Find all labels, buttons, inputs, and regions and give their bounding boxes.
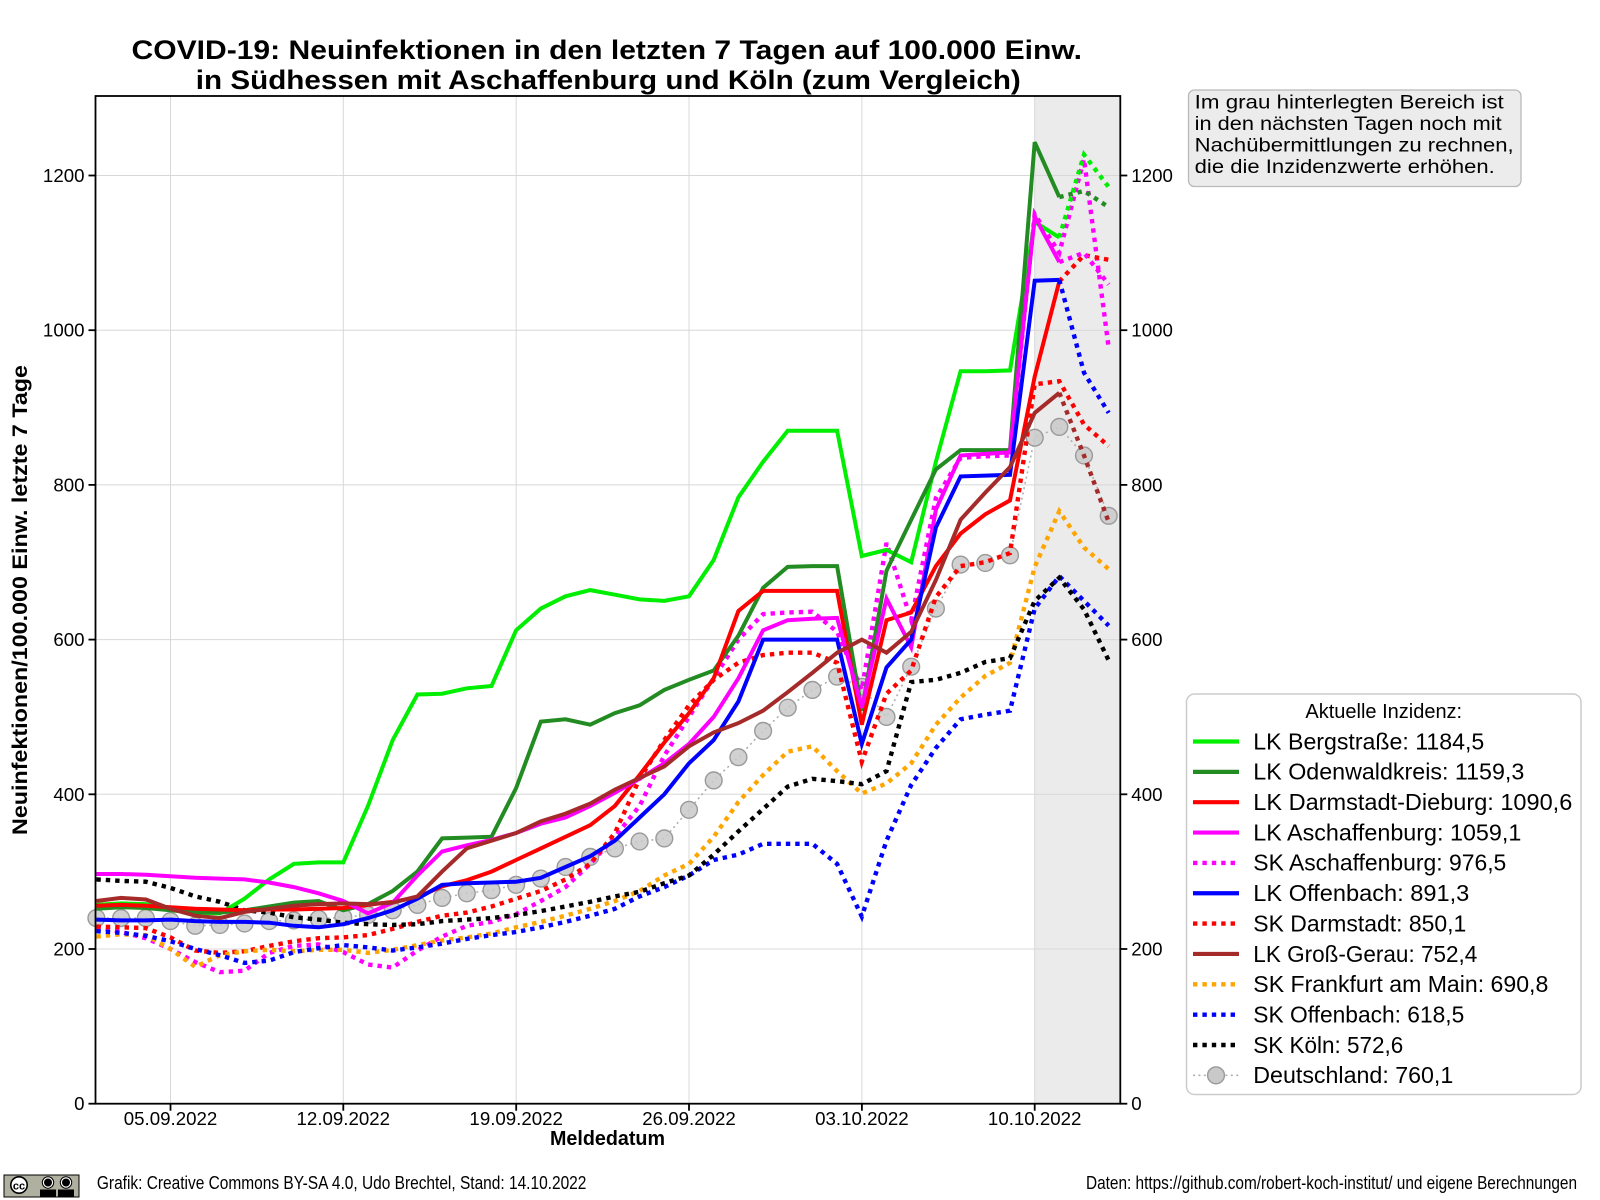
svg-text:0: 0 bbox=[1131, 1093, 1141, 1114]
svg-text:LK Odenwaldkreis: 1159,3: LK Odenwaldkreis: 1159,3 bbox=[1253, 759, 1524, 785]
svg-text:SK Frankfurt am Main: 690,8: SK Frankfurt am Main: 690,8 bbox=[1253, 971, 1548, 997]
svg-text:LK Groß-Gerau: 752,4: LK Groß-Gerau: 752,4 bbox=[1253, 941, 1477, 967]
svg-text:1000: 1000 bbox=[1131, 320, 1173, 341]
svg-text:0: 0 bbox=[74, 1093, 84, 1114]
svg-text:12.09.2022: 12.09.2022 bbox=[297, 1108, 391, 1129]
svg-text:Neuinfektionen/100.000 Einw. l: Neuinfektionen/100.000 Einw. letzte 7 Ta… bbox=[9, 365, 32, 835]
svg-text:05.09.2022: 05.09.2022 bbox=[124, 1108, 218, 1129]
svg-text:LK Bergstraße: 1184,5: LK Bergstraße: 1184,5 bbox=[1253, 728, 1484, 754]
svg-text:Grafik: Creative Commons BY-SA: Grafik: Creative Commons BY-SA 4.0, Udo … bbox=[97, 1173, 587, 1193]
svg-text:400: 400 bbox=[1131, 784, 1162, 805]
svg-text:600: 600 bbox=[53, 629, 84, 650]
svg-text:Daten: https://github.com/robe: Daten: https://github.com/robert-koch-in… bbox=[1086, 1173, 1577, 1193]
svg-text:200: 200 bbox=[53, 939, 84, 960]
svg-text:1000: 1000 bbox=[43, 320, 85, 341]
svg-text:200: 200 bbox=[1131, 939, 1162, 960]
svg-text:SK Offenbach: 618,5: SK Offenbach: 618,5 bbox=[1253, 1001, 1464, 1027]
svg-text:LK Offenbach: 891,3: LK Offenbach: 891,3 bbox=[1253, 880, 1469, 906]
svg-text:SK Köln: 572,6: SK Köln: 572,6 bbox=[1253, 1032, 1403, 1058]
svg-text:Aktuelle Inzidenz:: Aktuelle Inzidenz: bbox=[1305, 701, 1462, 723]
svg-text:SA: SA bbox=[62, 1191, 71, 1198]
svg-text:800: 800 bbox=[53, 474, 84, 495]
svg-text:Deutschland: 760,1: Deutschland: 760,1 bbox=[1253, 1062, 1453, 1088]
svg-text:600: 600 bbox=[1131, 629, 1162, 650]
svg-text:SK Aschaffenburg: 976,5: SK Aschaffenburg: 976,5 bbox=[1253, 850, 1506, 876]
svg-text:400: 400 bbox=[53, 784, 84, 805]
svg-text:LK Darmstadt-Dieburg: 1090,6: LK Darmstadt-Dieburg: 1090,6 bbox=[1253, 789, 1572, 815]
svg-text:10.10.2022: 10.10.2022 bbox=[988, 1108, 1082, 1129]
svg-text:1200: 1200 bbox=[43, 165, 85, 186]
svg-text:SK Darmstadt: 850,1: SK Darmstadt: 850,1 bbox=[1253, 910, 1466, 936]
svg-text:COVID-19: Neuinfektionen in de: COVID-19: Neuinfektionen in den letzten … bbox=[132, 35, 1083, 65]
svg-text:Meldedatum: Meldedatum bbox=[550, 1127, 665, 1150]
svg-text:die die Inzidenzwerte erhöhen.: die die Inzidenzwerte erhöhen. bbox=[1195, 156, 1495, 178]
svg-text:800: 800 bbox=[1131, 474, 1162, 495]
svg-text:26.09.2022: 26.09.2022 bbox=[642, 1108, 736, 1129]
svg-text:03.10.2022: 03.10.2022 bbox=[815, 1108, 909, 1129]
svg-text:BY: BY bbox=[44, 1191, 53, 1198]
svg-text:19.09.2022: 19.09.2022 bbox=[469, 1108, 563, 1129]
svg-text:Im grau hinterlegten Bereich i: Im grau hinterlegten Bereich ist bbox=[1195, 91, 1505, 113]
svg-text:1200: 1200 bbox=[1131, 165, 1173, 186]
svg-text:in Südhessen mit Aschaffenburg: in Südhessen mit Aschaffenburg und Köln … bbox=[196, 65, 1021, 95]
svg-text:Nachübermittlungen zu rechnen,: Nachübermittlungen zu rechnen, bbox=[1195, 135, 1514, 157]
svg-text:cc: cc bbox=[13, 1181, 25, 1193]
svg-text:LK Aschaffenburg: 1059,1: LK Aschaffenburg: 1059,1 bbox=[1253, 819, 1521, 845]
svg-text:in den nächsten Tagen noch mit: in den nächsten Tagen noch mit bbox=[1195, 113, 1503, 135]
